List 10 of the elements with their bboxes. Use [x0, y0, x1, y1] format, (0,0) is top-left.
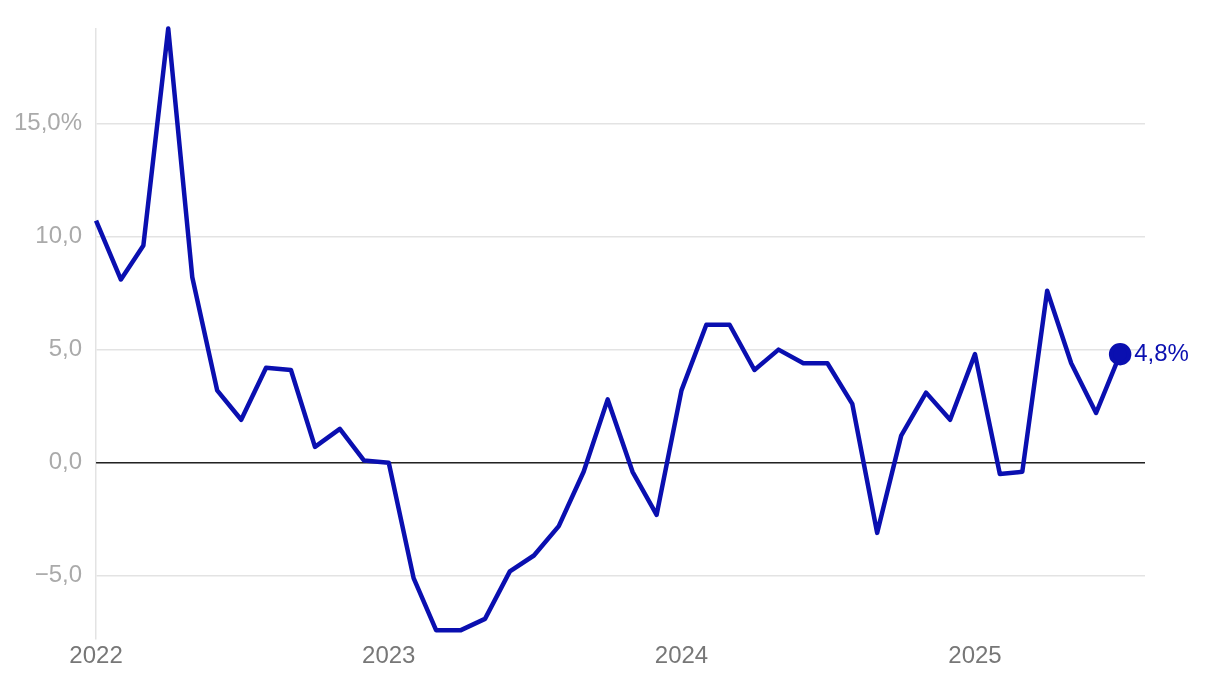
x-tick-label: 2024: [654, 641, 709, 669]
y-tick-label: 0,0: [48, 447, 83, 475]
data-label: 4,8%: [1134, 338, 1189, 366]
x-tick-label: 2025: [948, 641, 1002, 669]
x-tick-label: 2023: [362, 641, 416, 669]
y-tick-label: −5,0: [34, 560, 83, 588]
y-tick-label: 15,0%: [13, 108, 83, 136]
x-tick-label: 2022: [69, 641, 123, 669]
y-tick-label: 10,0: [35, 221, 83, 249]
y-tick-label: 5,0: [48, 334, 83, 362]
